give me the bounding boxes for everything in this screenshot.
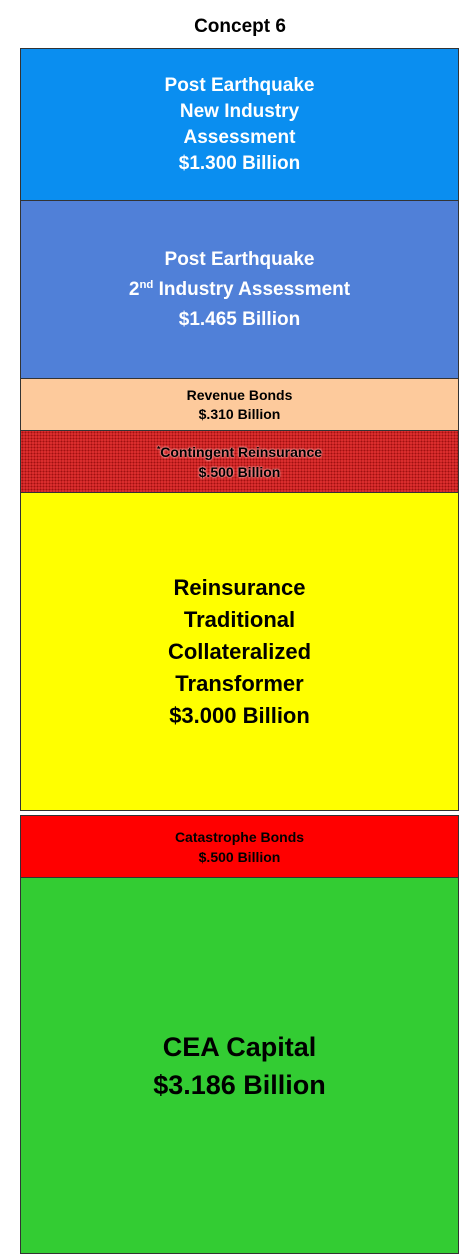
layer: CEA Capital $3.186 Billion: [20, 877, 459, 1254]
layer-line: $1.465 Billion: [179, 305, 300, 335]
text: Transformer: [175, 670, 304, 696]
layer-line: $1.300 Billion: [179, 151, 300, 177]
layer: *Contingent Reinsurance $.500 Billion: [20, 430, 459, 493]
text: Revenue Bonds: [186, 386, 293, 403]
layer-line: Reinsurance: [173, 572, 305, 604]
superscript: *: [156, 443, 161, 454]
layer-line: 2nd Industry Assessment: [129, 275, 350, 305]
layer-line: $.310 Billion: [199, 405, 281, 424]
text: Post Earthquake: [164, 248, 315, 270]
text: $.500 Billion: [198, 848, 281, 865]
layer-line: Assessment: [184, 125, 296, 151]
text: CEA Capital: [162, 1031, 317, 1062]
title: Concept 6: [194, 16, 286, 37]
layer-line: $3.186 Billion: [153, 1066, 326, 1104]
text: Industry Assessment: [153, 278, 351, 300]
layer-line: Catastrophe Bonds: [175, 827, 304, 847]
layer: Reinsurance Traditional Collateralized Tran…: [20, 492, 459, 811]
layer-line: Revenue Bonds: [187, 386, 293, 405]
layer-line: New Industry: [180, 99, 299, 125]
layer-line: *Contingent Reinsurance: [157, 442, 322, 462]
text: $1.300 Billion: [178, 152, 301, 174]
text: Post Earthquake: [164, 74, 315, 96]
layer-line: Collateralized: [168, 636, 311, 668]
text: Contingent Reinsurance: [160, 443, 323, 460]
text: $.310 Billion: [198, 405, 281, 422]
text: $.500 Billion: [198, 463, 281, 480]
text: $1.465 Billion: [178, 308, 301, 330]
text: $3.186 Billion: [153, 1069, 326, 1100]
text: New Industry: [179, 100, 300, 122]
superscript: nd: [139, 278, 154, 291]
layer-line: CEA Capital: [163, 1028, 317, 1066]
layer-line: $.500 Billion: [199, 847, 281, 867]
text: Traditional: [183, 606, 296, 632]
layer-line: Transformer: [175, 668, 303, 700]
text: Reinsurance: [173, 574, 306, 600]
text: $3.000 Billion: [169, 702, 310, 728]
layer-line: $3.000 Billion: [169, 700, 310, 732]
layer: Revenue Bonds $.310 Billion: [20, 378, 459, 431]
layer-line: Post Earthquake: [165, 73, 315, 99]
text: 2: [128, 278, 140, 300]
text: Assessment: [183, 126, 296, 148]
layer-line: Post Earthquake: [165, 245, 315, 275]
layer-line: Traditional: [184, 604, 295, 636]
layer: Catastrophe Bonds $.500 Billion: [20, 815, 459, 878]
layer: Post Earthquake 2nd Industry Assessment $1…: [20, 200, 459, 379]
layer-line: $.500 Billion: [199, 462, 281, 482]
text: Collateralized: [167, 638, 312, 664]
text: Catastrophe Bonds: [174, 828, 305, 845]
layer: Post Earthquake New Industry Assessment $1.…: [20, 48, 459, 201]
